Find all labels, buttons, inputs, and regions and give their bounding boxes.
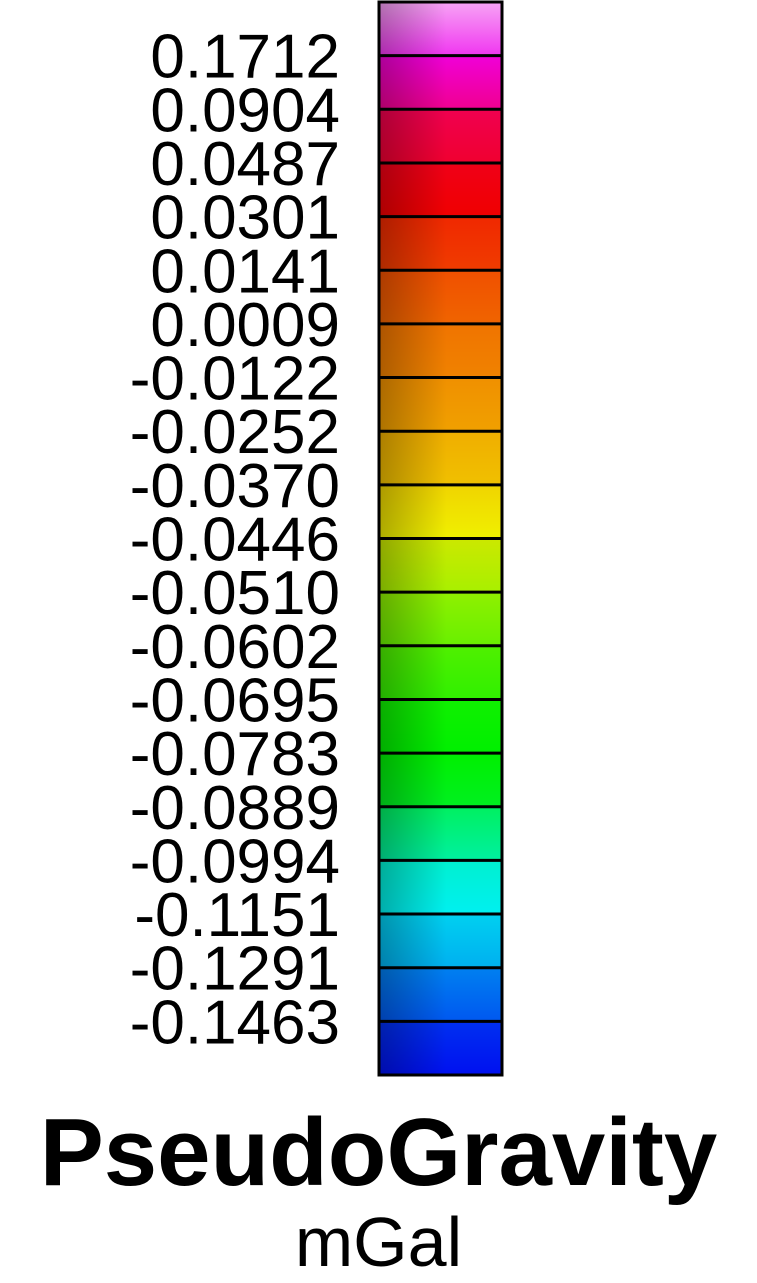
colorbar-tick-label: -0.1463 <box>130 988 340 1057</box>
colorbar-band-shade <box>379 645 502 700</box>
colorbar-tick-label: -0.0889 <box>130 774 340 843</box>
colorbar-tick-label: -0.1291 <box>130 935 340 1004</box>
colorbar-tick-label: 0.0009 <box>150 291 340 360</box>
colorbar-band-shade <box>379 753 502 807</box>
colorbar-band-shade <box>379 860 502 915</box>
colorbar-tick-label: -0.0602 <box>130 613 340 682</box>
colorbar-band-shade <box>379 216 502 271</box>
colorbar-tick-label: -0.0252 <box>130 398 340 467</box>
colorbar-band-shade <box>379 1021 502 1075</box>
colorbar-band-shade <box>379 538 502 593</box>
colorbar-band-shade <box>379 377 502 432</box>
colorbar-band-shade <box>379 967 502 1022</box>
colorbar-bands <box>377 0 504 1077</box>
colorbar-band-shade <box>379 270 502 324</box>
colorbar-tick-label: -0.1151 <box>134 881 340 950</box>
colorbar-band-shade <box>379 323 502 378</box>
colorbar-tick-label: 0.0301 <box>150 184 340 253</box>
colorbar-tick-label: -0.0446 <box>130 506 340 575</box>
legend-title: PseudoGravity <box>39 1099 718 1206</box>
legend-unit: mGal <box>294 1203 463 1281</box>
colorbar-band-shade <box>379 55 502 110</box>
colorbar-tick-labels: 0.17120.09040.04870.03010.01410.0009-0.0… <box>130 23 340 1058</box>
colorbar-band-shade <box>379 914 502 968</box>
colorbar-band-shade <box>379 109 502 163</box>
colorbar-band-shade <box>379 592 502 646</box>
colorbar-tick-label: 0.0141 <box>150 237 340 306</box>
colorbar-band-shade <box>379 806 502 861</box>
colorbar-band-shade <box>379 699 502 754</box>
colorbar-legend: 0.17120.09040.04870.03010.01410.0009-0.0… <box>130 0 504 1077</box>
colorbar-band-shade <box>379 162 502 217</box>
colorbar-tick-label: 0.1712 <box>150 23 340 92</box>
colorbar-tick-label: -0.0370 <box>130 452 340 521</box>
colorbar-tick-label: 0.0904 <box>150 76 340 145</box>
colorbar-tick-label: -0.0122 <box>130 345 340 414</box>
colorbar-tick-label: -0.0783 <box>130 720 340 789</box>
colorbar-band-shade <box>379 431 502 485</box>
colorbar-tick-label: -0.0695 <box>130 666 340 735</box>
colorbar-band-shade <box>379 484 502 539</box>
colorbar-tick-label: -0.0994 <box>130 827 340 896</box>
colorbar-tick-label: 0.0487 <box>150 130 340 199</box>
colorbar-band-shade <box>379 2 502 56</box>
colorbar-tick-label: -0.0510 <box>130 559 340 628</box>
colorbar-frame <box>377 0 504 1077</box>
